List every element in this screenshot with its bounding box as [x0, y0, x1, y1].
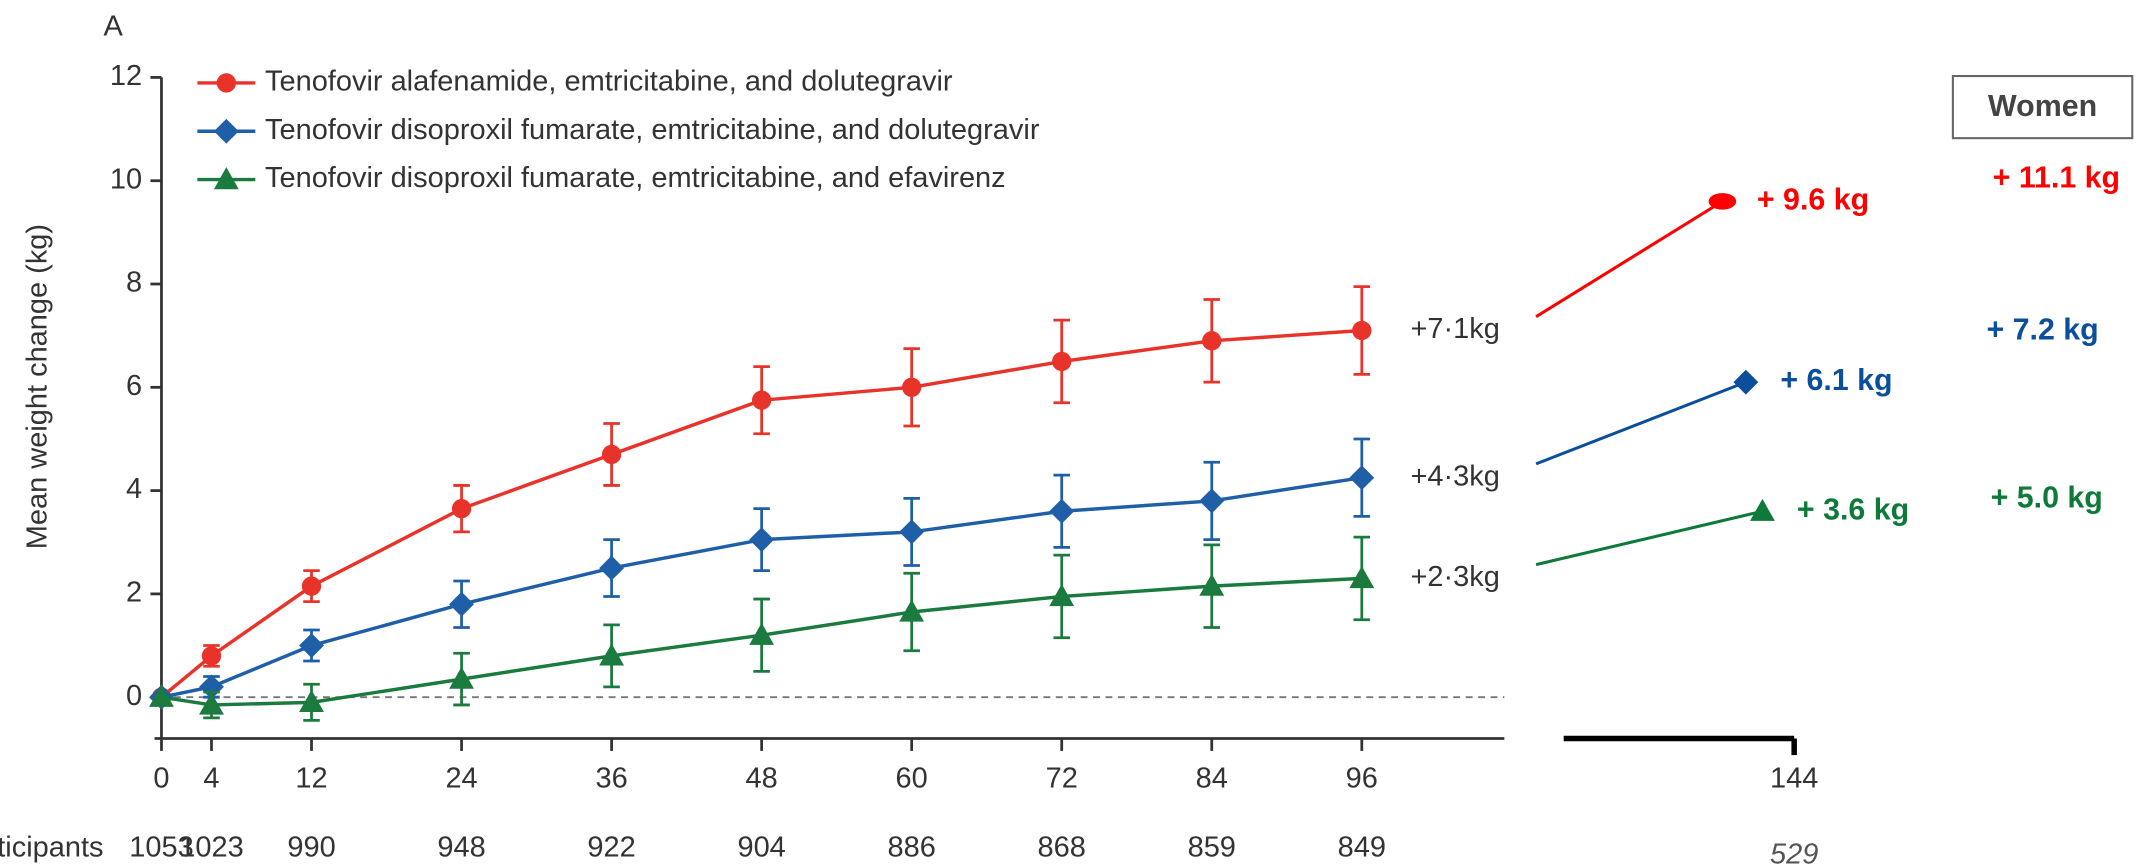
- data-point: [149, 684, 174, 707]
- x-tick-label: 48: [746, 763, 778, 795]
- y-axis-label: Mean weight change (kg): [21, 224, 53, 549]
- data-point: [599, 643, 625, 666]
- data-point: [1349, 565, 1375, 589]
- connector: [1535, 509, 1763, 567]
- x-tick-label: 12: [295, 763, 327, 795]
- data-point: [301, 576, 322, 596]
- participants-count: 990: [287, 832, 335, 864]
- data-point: [449, 591, 474, 617]
- series-line: [160, 328, 1362, 699]
- x-tick-label: 36: [595, 763, 627, 795]
- data-point: [899, 519, 925, 545]
- data-point: [1202, 331, 1222, 351]
- data-point: [601, 444, 622, 465]
- y-tick-label: 8: [126, 267, 142, 299]
- series-line: [161, 576, 1362, 707]
- extension-label: + 3.6 kg: [1797, 493, 1909, 526]
- women-label: + 5.0 kg: [1991, 482, 2103, 515]
- extension-point: [1750, 498, 1775, 521]
- legend-label: Tenofovir alafenamide, emtricitabine, an…: [265, 66, 953, 98]
- women-title: Women: [1988, 90, 2097, 123]
- data-point: [1052, 351, 1072, 372]
- data-point: [751, 390, 772, 410]
- extension-label: + 9.6 kg: [1757, 183, 1869, 216]
- participants-count: 948: [437, 832, 485, 864]
- data-point: [299, 689, 324, 713]
- extension-label: + 6.1 kg: [1780, 364, 1892, 397]
- extension-point: [1733, 369, 1759, 395]
- panel-label: A: [104, 10, 124, 42]
- legend-label: Tenofovir disoproxil fumarate, emtricita…: [265, 162, 1006, 194]
- participants-count: 859: [1188, 832, 1236, 864]
- connector: [1535, 200, 1724, 318]
- x-tick-label: 0: [153, 763, 169, 795]
- women-label: + 7.2 kg: [1986, 313, 2098, 346]
- y-tick-label: 2: [126, 577, 142, 609]
- end-label: +2·3kg: [1410, 561, 1499, 593]
- women-box: [1951, 75, 2134, 140]
- participants-count: 1023: [179, 832, 243, 864]
- legend-marker: [213, 167, 239, 190]
- data-point: [599, 555, 625, 581]
- participants-label: ticipants: [0, 832, 104, 864]
- x-tick-label: 84: [1196, 763, 1228, 795]
- x-tick-label: 144: [1770, 763, 1818, 795]
- data-point: [749, 527, 775, 553]
- participants-count: 886: [888, 832, 936, 864]
- participants-count: 868: [1038, 832, 1086, 864]
- end-label: +4·3kg: [1410, 460, 1499, 492]
- participants-count: 849: [1338, 832, 1386, 864]
- x-tick-label: 96: [1346, 763, 1378, 795]
- y-tick-label: 4: [126, 473, 142, 505]
- data-point: [449, 666, 474, 689]
- data-point: [902, 377, 922, 397]
- participants-count: 922: [587, 832, 635, 864]
- data-point: [1352, 320, 1372, 341]
- data-point: [451, 499, 472, 519]
- series-line: [161, 475, 1363, 699]
- x-tick-label: 24: [445, 763, 477, 795]
- data-point: [1049, 584, 1075, 607]
- data-point: [749, 622, 775, 645]
- participants-count: 904: [737, 832, 785, 864]
- y-tick-label: 6: [126, 370, 142, 402]
- data-point: [1349, 465, 1375, 491]
- data-point: [1049, 498, 1075, 524]
- data-point: [299, 633, 324, 658]
- data-point: [1199, 573, 1225, 596]
- extension-point: [1708, 193, 1737, 210]
- connector: [1535, 380, 1747, 466]
- participants-count: 1053: [129, 832, 193, 864]
- y-tick-label: 12: [110, 60, 142, 92]
- data-point: [199, 692, 224, 715]
- x-tick-label: 72: [1046, 763, 1078, 795]
- women-label: + 11.1 kg: [1993, 162, 2120, 195]
- y-tick-label: 0: [126, 680, 142, 712]
- legend-label: Tenofovir disoproxil fumarate, emtricita…: [265, 114, 1040, 146]
- legend-marker: [216, 73, 237, 93]
- y-tick-label: 10: [110, 163, 142, 195]
- x-tick-label: 60: [896, 763, 928, 795]
- end-label: +7·1kg: [1410, 313, 1499, 345]
- legend-marker: [213, 118, 239, 144]
- data-point: [1199, 488, 1225, 514]
- data-point: [899, 599, 925, 622]
- participants-count: 529: [1770, 838, 1818, 867]
- x-tick-label: 4: [203, 763, 219, 795]
- data-point: [201, 646, 222, 666]
